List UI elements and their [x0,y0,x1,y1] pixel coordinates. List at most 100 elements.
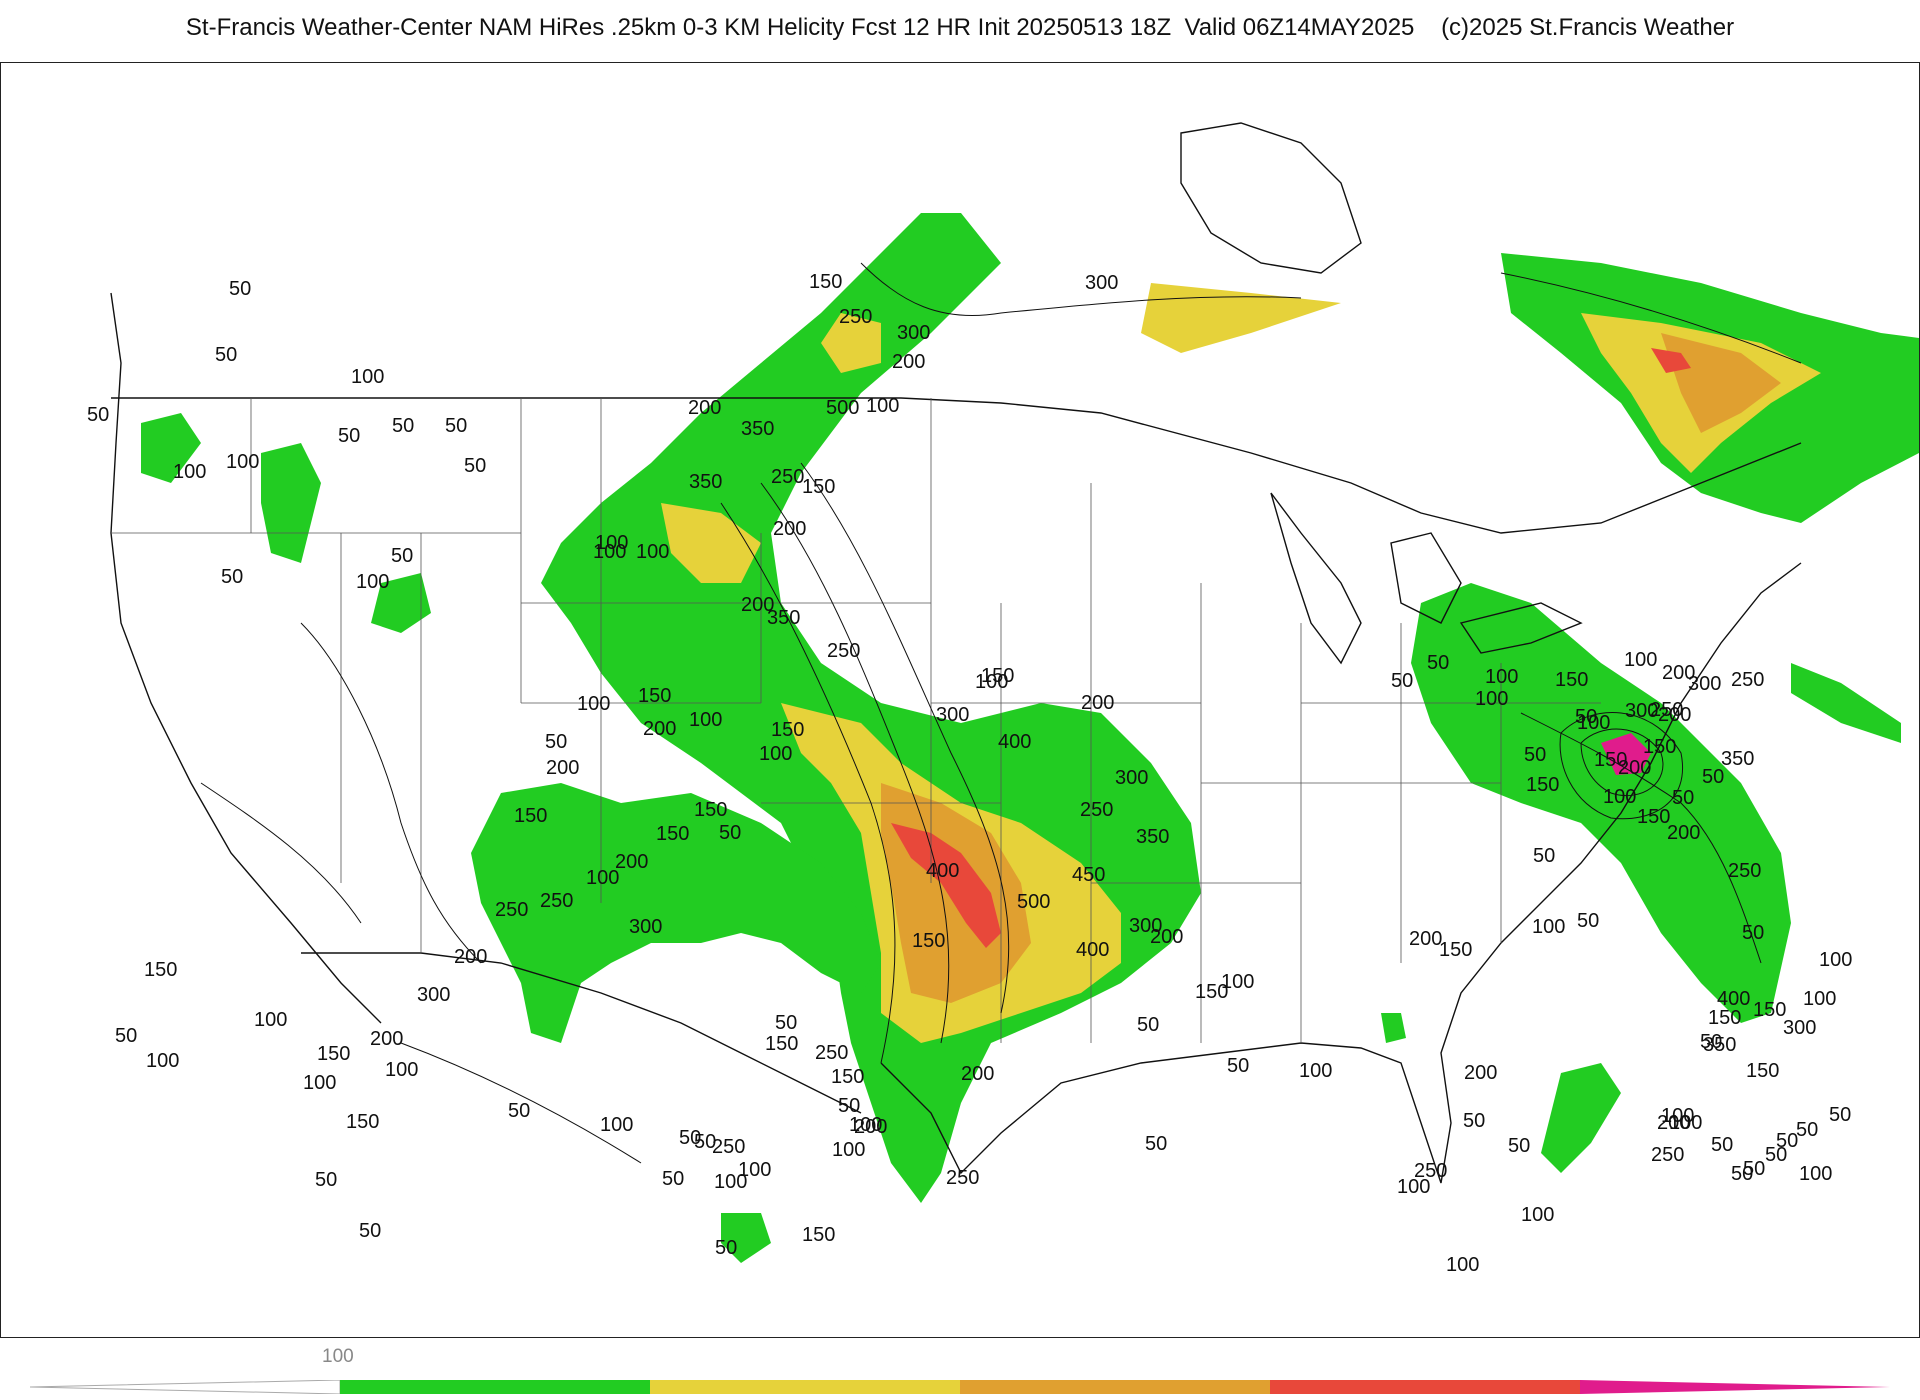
contour-label: 250 [495,899,528,921]
contour-label: 350 [1721,748,1754,770]
contour-label: 400 [1076,939,1109,961]
contour-label: 50 [1508,1135,1530,1157]
contour-label: 150 [144,959,177,981]
contour-label: 50 [719,822,741,844]
contour-label: 50 [1743,1158,1765,1180]
contour-label: 150 [1526,774,1559,796]
contour-label: 50 [87,404,109,426]
contour-label: 200 [370,1028,403,1050]
contour-label: 50 [1731,1163,1753,1185]
contour-label: 150 [831,1066,864,1088]
contour-label: 200 [615,851,648,873]
contour-label: 200 [1150,926,1183,948]
contour-label: 100 [1397,1176,1430,1198]
map-title: St-Francis Weather-Center NAM HiRes .25k… [185,14,1735,41]
contour-label: 100 [303,1072,336,1094]
contour-label: 250 [540,890,573,912]
contour-label: 200 [454,946,487,968]
colorbar-segment [1270,1380,1580,1394]
contour-label: 400 [926,860,959,882]
contour-label: 50 [715,1237,737,1259]
contour-label: 300 [1688,673,1721,695]
contour-label: 200 [961,1063,994,1085]
contour-label: 50 [1463,1110,1485,1132]
contour-label: 150 [514,805,547,827]
contour-label: 50 [1577,910,1599,932]
contour-label: 50 [545,731,567,753]
contour-label: 100 [849,1114,882,1136]
contour-label: 50 [445,415,467,437]
contour-label: 150 [771,719,804,741]
contour-label: 200 [688,397,721,419]
contour-label: 50 [392,415,414,437]
contour-label: 50 [508,1100,530,1122]
contour-label: 50 [1765,1144,1787,1166]
contour-label: 50 [1829,1104,1851,1126]
colorbar-tick-label: 100 [322,1346,354,1367]
contour-label: 100 [356,571,389,593]
contour-label: 300 [1129,915,1162,937]
contour-label: 150 [765,1033,798,1055]
colorbar-segment [340,1380,650,1394]
colorbar-segment [1580,1380,1890,1394]
contour-label: 100 [1803,988,1836,1010]
contour-label: 100 [1603,786,1636,808]
contour-label: 250 [1414,1160,1447,1182]
contour-label: 150 [638,685,671,707]
contour-label: 150 [694,799,727,821]
contour-label: 100 [866,395,899,417]
contour-label: 100 [759,743,792,765]
contour-label: 150 [656,823,689,845]
contour-label: 100 [1799,1163,1832,1185]
contour-label: 200 [1658,704,1691,726]
contour-label: 150 [809,271,842,293]
contour-label: 100 [1819,949,1852,971]
colorbar-segment [30,1380,341,1394]
contour-label: 100 [586,867,619,889]
contour-label: 100 [173,461,206,483]
contour-label: 100 [1661,1105,1694,1127]
contour-label: 50 [338,425,360,447]
contour-label: 50 [1391,670,1413,692]
contour-label: 50 [1742,922,1764,944]
contour-label: 250 [1651,1144,1684,1166]
contour-label: 50 [215,344,237,366]
contour-label: 100 [1521,1204,1554,1226]
contour-label: 50 [359,1220,381,1242]
contour-label: 250 [1731,669,1764,691]
state-boundaries [111,398,1601,1043]
contour-label: 100 [1532,916,1565,938]
contour-label: 150 [1746,1060,1779,1082]
plains-helicity-red [891,348,1691,948]
contour-label: 200 [1081,692,1114,714]
eastern-helicity-green [1411,583,1791,1023]
contour-label: 150 [802,476,835,498]
contour-label: 50 [221,566,243,588]
contour-label: 200 [773,518,806,540]
contour-label: 50 [391,545,413,567]
contour-label: 50 [1524,744,1546,766]
contour-label: 50 [838,1095,860,1117]
canada-border [111,397,1802,534]
contour-label: 50 [1145,1133,1167,1155]
colorbar-segment [960,1380,1270,1394]
northwest-helicity-green [141,413,431,633]
contour-label: 50 [1702,766,1724,788]
contour-label: 200 [643,718,676,740]
contour-label: 150 [1555,669,1588,691]
gulf-coastline [880,562,1802,1184]
contour-label: 100 [832,1139,865,1161]
contour-label: 100 [1669,1112,1702,1134]
contour-label: 150 [1195,981,1228,1003]
contour-label: 150 [912,930,945,952]
contour-label: 250 [815,1042,848,1064]
atlantic-helicity-green [1791,663,1901,743]
contour-label: 500 [826,397,859,419]
contour-label: 200 [546,757,579,779]
contour-label: 50 [1711,1134,1733,1156]
contour-label: 50 [1137,1014,1159,1036]
contour-label: 150 [1643,736,1676,758]
contour-label: 50 [115,1025,137,1047]
